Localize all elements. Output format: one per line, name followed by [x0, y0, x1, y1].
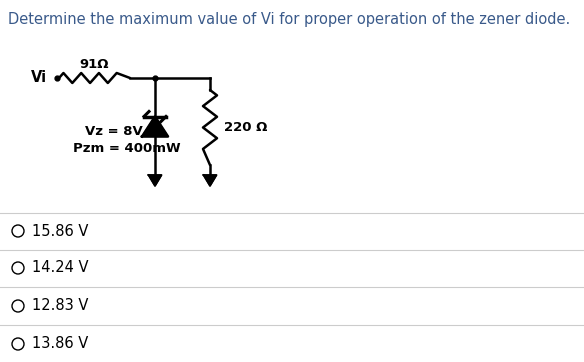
- Text: Vi: Vi: [31, 71, 47, 85]
- Text: 15.86 V: 15.86 V: [32, 223, 88, 239]
- Polygon shape: [148, 175, 162, 186]
- Text: 13.86 V: 13.86 V: [32, 337, 88, 352]
- Text: 14.24 V: 14.24 V: [32, 261, 89, 275]
- Text: 91Ω: 91Ω: [80, 59, 109, 72]
- Text: Determine the maximum value of Vi for proper operation of the zener diode.: Determine the maximum value of Vi for pr…: [8, 12, 570, 27]
- Text: Vz = 8V: Vz = 8V: [85, 125, 142, 138]
- Text: 12.83 V: 12.83 V: [32, 299, 88, 313]
- Polygon shape: [142, 117, 168, 136]
- Text: 220 Ω: 220 Ω: [224, 121, 267, 134]
- Text: Pzm = 400mW: Pzm = 400mW: [73, 142, 180, 155]
- Polygon shape: [203, 175, 217, 186]
